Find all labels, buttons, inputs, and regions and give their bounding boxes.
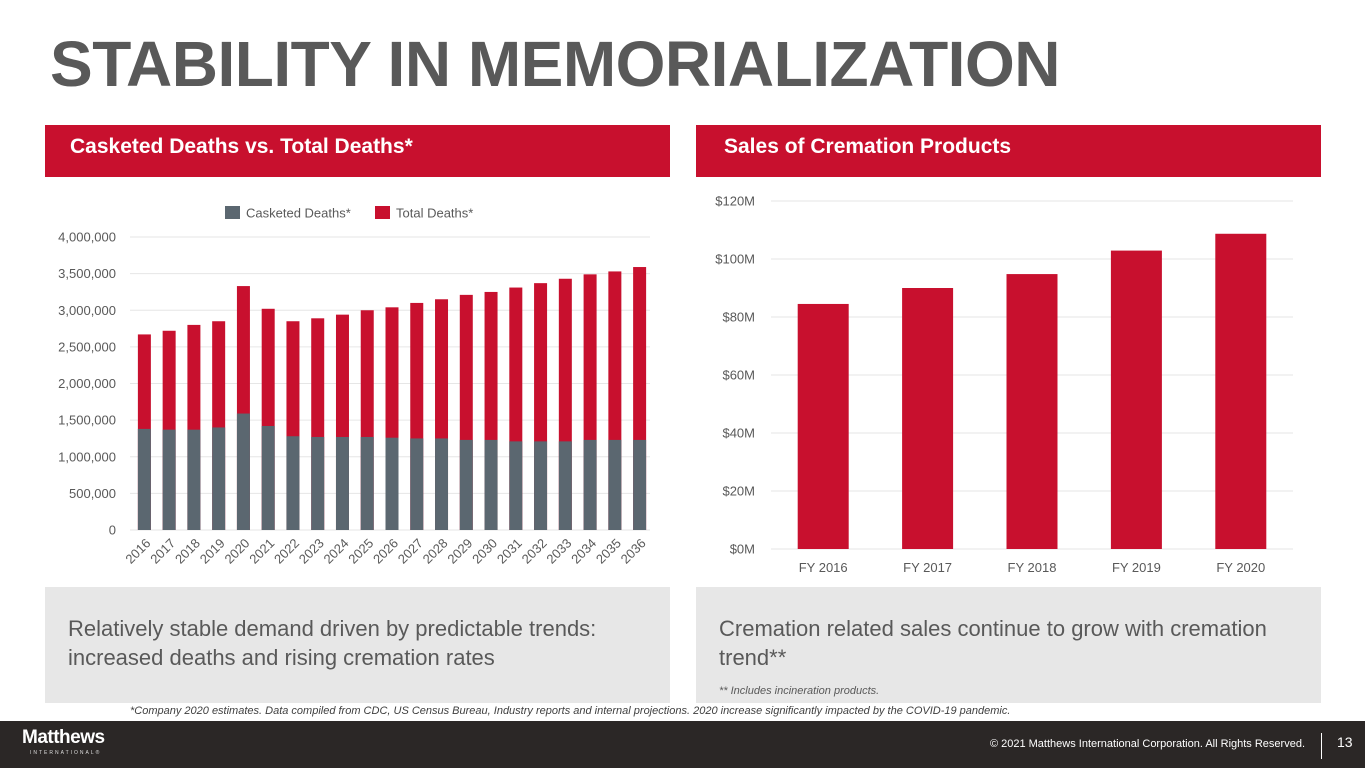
x-tick-label: 2031 (494, 536, 525, 567)
bar-casketed-deaths (558, 441, 572, 530)
x-tick-label: 2016 (122, 536, 153, 567)
y-tick-label: 1,500,000 (58, 413, 116, 428)
bar-casketed-deaths (335, 436, 349, 530)
x-tick-label: FY 2019 (1112, 560, 1161, 575)
right-callout-note: ** Includes incineration products. (719, 685, 880, 697)
y-tick-label: $0M (730, 542, 755, 557)
bar-cremation-sales (1110, 250, 1162, 549)
x-tick-label: 2034 (568, 536, 599, 567)
bar-casketed-deaths (484, 439, 498, 530)
x-tick-label: 2017 (147, 536, 178, 567)
y-tick-label: $40M (722, 426, 755, 441)
bar-casketed-deaths (534, 441, 548, 530)
x-tick-label: 2020 (221, 536, 252, 567)
y-tick-label: $60M (722, 368, 755, 383)
y-tick-label: 0 (109, 523, 116, 538)
x-tick-label: 2036 (618, 536, 649, 567)
bar-casketed-deaths (187, 429, 201, 530)
x-tick-label: FY 2020 (1216, 560, 1265, 575)
bar-cremation-sales (1006, 274, 1058, 549)
bar-casketed-deaths (385, 437, 399, 530)
x-tick-label: 2026 (370, 536, 401, 567)
footnote: *Company 2020 estimates. Data compiled f… (130, 705, 1011, 717)
x-tick-label: 2024 (321, 536, 352, 567)
x-tick-label: FY 2016 (799, 560, 848, 575)
legend-label-total: Total Deaths* (396, 206, 473, 221)
footer-divider (1321, 733, 1322, 759)
bar-casketed-deaths (212, 427, 226, 530)
x-tick-label: 2018 (172, 536, 203, 567)
y-tick-label: 1,000,000 (58, 449, 116, 464)
y-tick-label: $120M (715, 194, 755, 209)
bar-casketed-deaths (583, 439, 597, 530)
bar-casketed-deaths (236, 413, 250, 530)
x-tick-label: 2027 (395, 536, 426, 567)
x-tick-label: 2028 (420, 536, 451, 567)
bar-cremation-sales (902, 288, 954, 549)
x-tick-label: 2033 (543, 536, 574, 567)
y-tick-label: 3,500,000 (58, 266, 116, 281)
bar-casketed-deaths (261, 425, 275, 530)
logo-wordmark: Matthews (22, 727, 105, 748)
page-number: 13 (1337, 734, 1353, 750)
logo-subtitle: INTERNATIONAL® (30, 750, 102, 756)
footer-bar: Matthews INTERNATIONAL® © 2021 Matthews … (0, 721, 1365, 768)
x-tick-label: 2022 (271, 536, 302, 567)
x-tick-label: 2029 (444, 536, 475, 567)
cremation-sales-chart: $0M $20M $40M $60M $80M $100M $120M FY 2016 FY 2… (715, 194, 1293, 575)
right-callout-text: Cremation related sales continue to grow… (719, 616, 1267, 670)
x-tick-label: FY 2017 (903, 560, 952, 575)
deaths-chart: 0 500,000 1,000,000 1,500,000 2,000,000 2,500… (58, 206, 650, 567)
y-tick-label: 2,000,000 (58, 376, 116, 391)
right-callout-box: Cremation related sales continue to grow… (696, 587, 1321, 703)
x-tick-label: 2019 (197, 536, 228, 567)
bar-cremation-sales (1215, 233, 1267, 549)
x-tick-label: 2035 (593, 536, 624, 567)
left-callout-text: Relatively stable demand driven by predi… (68, 616, 597, 670)
bar-casketed-deaths (162, 429, 176, 530)
bar-casketed-deaths (360, 436, 374, 530)
x-tick-label: 2023 (296, 536, 327, 567)
x-tick-label: 2025 (345, 536, 376, 567)
y-tick-label: $80M (722, 310, 755, 325)
bar-casketed-deaths (633, 439, 647, 530)
bar-cremation-sales (797, 303, 849, 549)
matthews-logo: Matthews INTERNATIONAL® (22, 727, 105, 757)
bar-casketed-deaths (137, 428, 151, 530)
bar-casketed-deaths (608, 439, 622, 530)
x-tick-label: 2021 (246, 536, 277, 567)
left-panel-header: Casketed Deaths vs. Total Deaths* (45, 125, 670, 177)
y-tick-label: 500,000 (69, 486, 116, 501)
right-panel-header: Sales of Cremation Products (696, 125, 1321, 177)
bar-casketed-deaths (509, 441, 523, 530)
y-tick-label: 2,500,000 (58, 339, 116, 354)
y-tick-label: 4,000,000 (58, 230, 116, 245)
legend-label-casketed: Casketed Deaths* (246, 206, 351, 221)
legend-swatch-casketed (225, 206, 240, 219)
bar-casketed-deaths (286, 436, 300, 530)
bar-casketed-deaths (311, 436, 325, 530)
x-tick-label: 2032 (519, 536, 550, 567)
x-tick-label: 2030 (469, 536, 500, 567)
x-tick-label: FY 2018 (1008, 560, 1057, 575)
bar-casketed-deaths (410, 438, 424, 530)
left-callout-box: Relatively stable demand driven by predi… (45, 587, 670, 703)
bar-casketed-deaths (435, 438, 449, 530)
bar-casketed-deaths (459, 439, 473, 530)
copyright-text: © 2021 Matthews International Corporatio… (989, 738, 1305, 750)
y-tick-label: 3,000,000 (58, 303, 116, 318)
y-tick-label: $20M (722, 484, 755, 499)
y-tick-label: $100M (715, 252, 755, 267)
legend-swatch-total (375, 206, 390, 219)
slide-title: STABILITY IN MEMORIALIZATION (50, 28, 1060, 100)
